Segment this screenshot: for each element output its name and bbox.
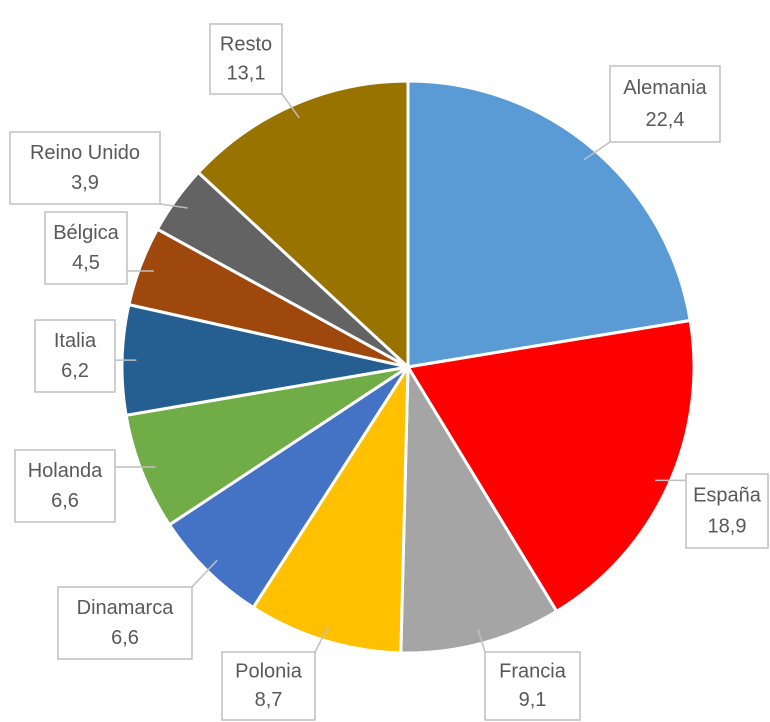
value-label: 6,6 [111, 627, 139, 649]
label-box [57, 586, 193, 660]
label-box [9, 131, 161, 205]
value-label: 9,1 [519, 689, 547, 711]
callout-line [191, 559, 218, 588]
callout-line [583, 141, 611, 161]
slice-label: Francia [499, 661, 567, 683]
value-label: 13,1 [227, 63, 266, 85]
label-box [44, 211, 128, 285]
value-label: 8,7 [255, 689, 283, 711]
label-box [484, 651, 581, 721]
slice-label: Italia [54, 330, 97, 352]
slice-label: Alemania [623, 77, 707, 99]
value-label: 18,9 [708, 516, 747, 538]
value-label: 4,5 [72, 252, 100, 274]
label-box [209, 23, 283, 95]
label-box [14, 449, 116, 523]
slice-label: Reino Unido [30, 142, 140, 164]
callout-line [281, 93, 300, 119]
slice-label: Polonia [235, 661, 303, 683]
label-box [609, 65, 721, 143]
label-box [221, 651, 316, 721]
label-box [34, 319, 116, 393]
value-label: 22,4 [646, 109, 685, 131]
value-label: 6,2 [61, 360, 89, 382]
slice-label: España [693, 484, 762, 506]
label-box [685, 473, 769, 549]
value-label: 3,9 [71, 172, 99, 194]
value-label: 6,6 [51, 490, 79, 512]
pie-slice [251, 361, 410, 655]
pie-slice [406, 79, 692, 369]
slice-label: Dinamarca [77, 597, 175, 619]
callout-line [314, 626, 329, 653]
slice-label: Resto [220, 33, 272, 55]
pie-slice [124, 365, 409, 527]
callout-line [477, 629, 486, 653]
pie-slice [196, 79, 410, 371]
slice-label: Holanda [28, 460, 103, 482]
pie-slice [405, 318, 696, 614]
callout-line [159, 203, 188, 209]
slice-label: Bélgica [53, 222, 119, 244]
